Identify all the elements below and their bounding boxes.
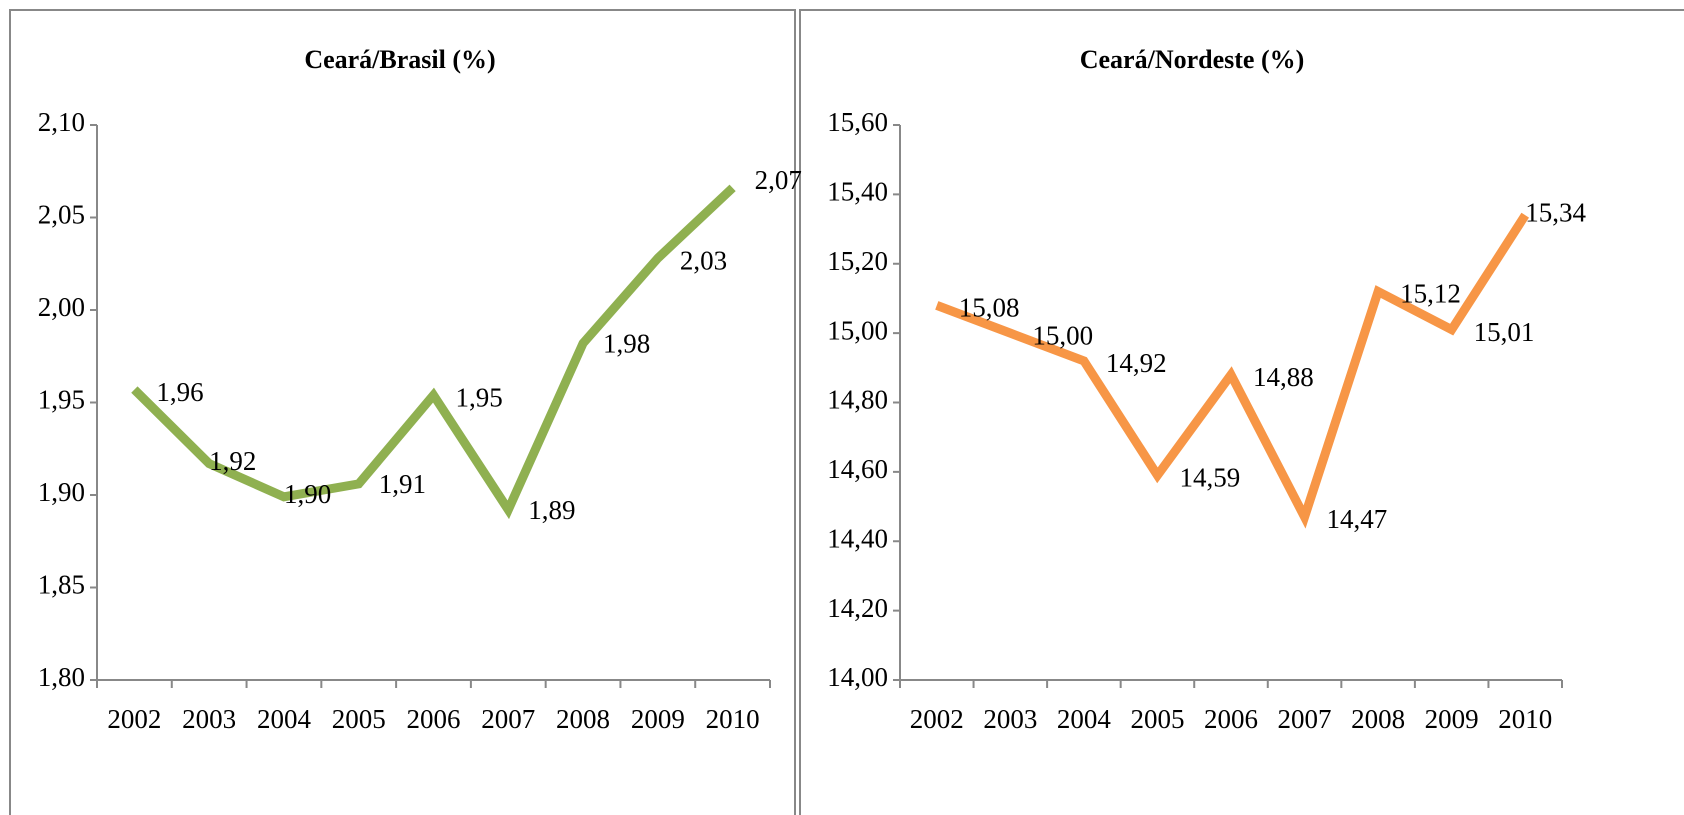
y-tick-label: 15,60: [827, 107, 888, 137]
y-tick-label: 14,80: [827, 385, 888, 415]
y-tick-label: 15,00: [827, 315, 888, 345]
data-label: 15,00: [1032, 320, 1093, 350]
x-tick-label: 2004: [257, 704, 312, 734]
x-tick-label: 2005: [332, 704, 386, 734]
data-label: 2,03: [680, 245, 727, 275]
data-label: 14,47: [1327, 504, 1388, 534]
y-tick-label: 1,90: [38, 477, 85, 507]
x-tick-label: 2008: [556, 704, 610, 734]
chart-title: Ceará/Brasil (%): [304, 45, 495, 74]
x-tick-label: 2003: [182, 704, 236, 734]
x-tick-label: 2007: [1278, 704, 1332, 734]
data-label: 1,95: [456, 382, 503, 412]
y-tick-label: 14,20: [827, 593, 888, 623]
x-tick-label: 2002: [107, 704, 161, 734]
panel-border: [799, 9, 1684, 815]
x-tick-label: 2006: [407, 704, 461, 734]
y-tick-label: 15,20: [827, 246, 888, 276]
data-label: 15,34: [1525, 197, 1586, 227]
y-tick-label: 2,10: [38, 107, 85, 137]
x-tick-label: 2008: [1351, 704, 1405, 734]
x-tick-label: 2010: [1498, 704, 1552, 734]
panel-border: [9, 9, 796, 815]
x-tick-label: 2007: [481, 704, 535, 734]
data-label: 15,08: [959, 293, 1020, 323]
data-label: 1,96: [156, 377, 203, 407]
y-tick-label: 1,80: [38, 662, 85, 692]
line-series: [935, 212, 1530, 529]
y-tick-label: 15,40: [827, 177, 888, 207]
data-label: 15,01: [1474, 317, 1535, 347]
y-tick-label: 14,60: [827, 454, 888, 484]
y-tick-label: 1,85: [38, 570, 85, 600]
y-tick-label: 14,40: [827, 523, 888, 553]
line-series: [131, 184, 736, 520]
data-label: 1,92: [209, 446, 256, 476]
data-label: 1,98: [603, 329, 650, 359]
x-tick-label: 2009: [1425, 704, 1479, 734]
y-tick-label: 14,00: [827, 662, 888, 692]
data-label: 14,59: [1179, 463, 1240, 493]
data-label: 14,92: [1106, 348, 1167, 378]
y-tick-label: 2,05: [38, 200, 85, 230]
data-label: 15,12: [1400, 279, 1461, 309]
x-tick-label: 2005: [1130, 704, 1184, 734]
y-tick-label: 2,00: [38, 292, 85, 322]
data-label: 2,07: [755, 165, 802, 195]
data-label: 14,88: [1253, 362, 1314, 392]
y-tick-label: 1,95: [38, 385, 85, 415]
x-tick-label: 2002: [910, 704, 964, 734]
chart-title: Ceará/Nordeste (%): [1080, 45, 1305, 74]
data-label: 1,89: [528, 495, 575, 525]
x-tick-label: 2009: [631, 704, 685, 734]
x-tick-label: 2010: [706, 704, 760, 734]
data-label: 1,91: [379, 469, 426, 499]
data-label: 1,90: [284, 479, 331, 509]
x-tick-label: 2006: [1204, 704, 1258, 734]
x-tick-label: 2004: [1057, 704, 1112, 734]
x-tick-label: 2003: [983, 704, 1037, 734]
